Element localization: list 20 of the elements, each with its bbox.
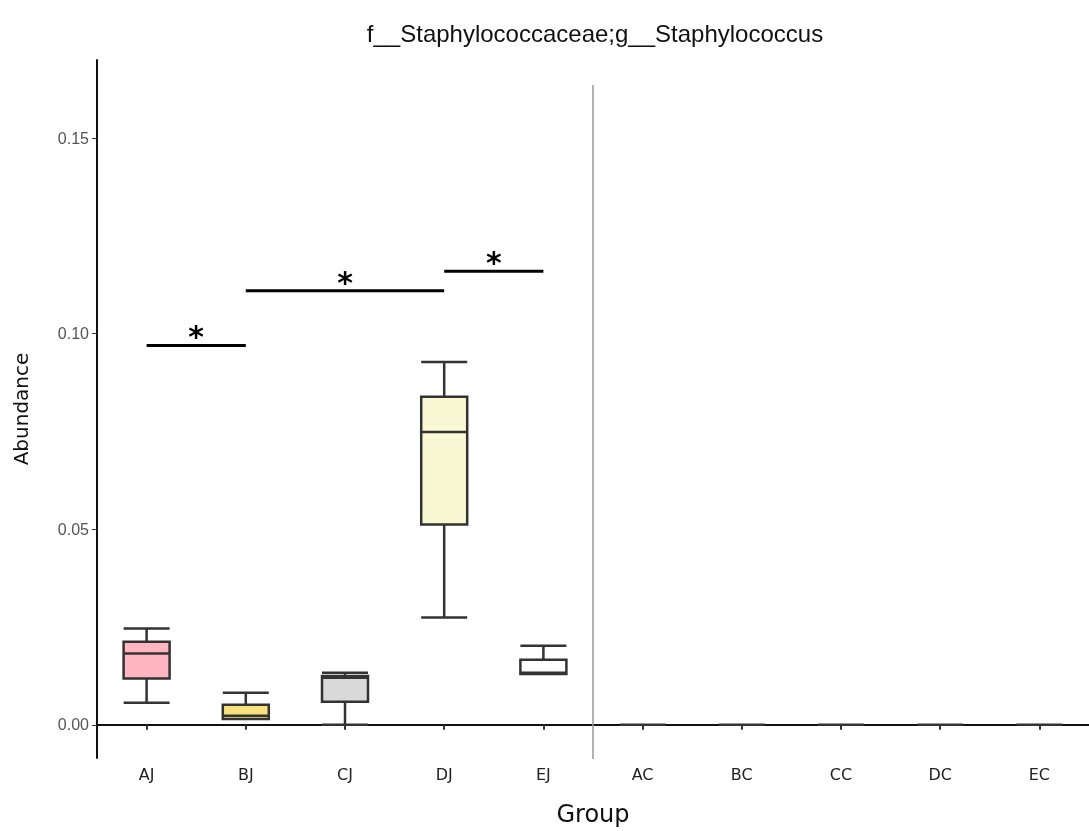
x-tick-label: BJ	[237, 764, 254, 784]
y-tick-label: 0.05	[57, 520, 90, 538]
y-tick-label: 0.00	[57, 716, 90, 734]
annotation: *	[485, 245, 502, 281]
y-tick-label: 0.15	[57, 129, 90, 147]
chart-title: f__Staphylococcaceae;g__Staphylococcus	[366, 19, 824, 47]
y-axis-title: Abundance	[9, 352, 33, 466]
annotation: *	[337, 264, 354, 300]
x-tick-label: AC	[631, 764, 654, 784]
x-tick-label: DC	[928, 764, 952, 784]
x-tick-label: CC	[829, 764, 853, 784]
x-tick-label: EJ	[535, 764, 551, 784]
y-tick-label: 0.10	[57, 325, 90, 343]
x-tick-label: AJ	[138, 764, 155, 784]
x-tick-label: CJ	[337, 764, 353, 784]
x-tick-label: DJ	[435, 764, 453, 784]
x-tick-label: EC	[1028, 764, 1051, 784]
x-axis-title: Group	[556, 800, 630, 828]
annotation: *	[188, 319, 205, 355]
x-tick-label: BC	[730, 764, 753, 784]
